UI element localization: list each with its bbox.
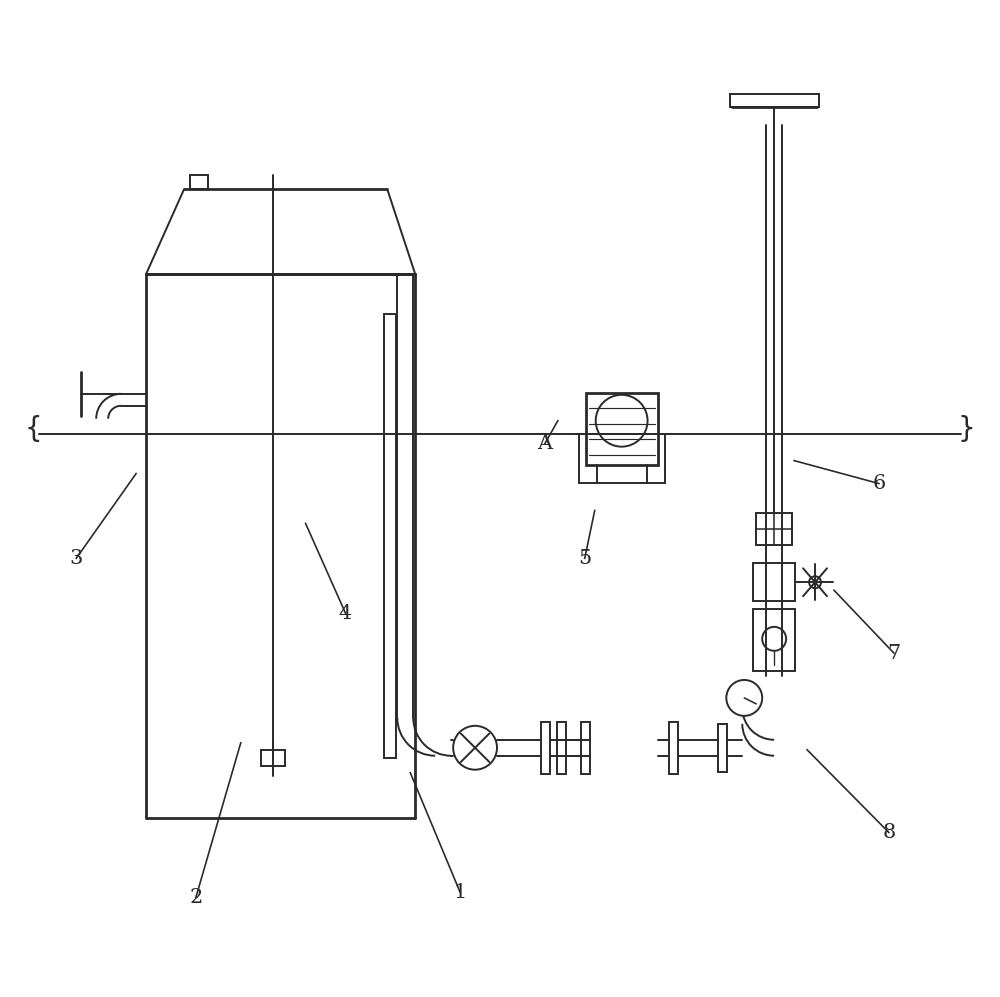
- Bar: [384, 314, 396, 758]
- Text: 7: 7: [887, 643, 900, 663]
- Text: 3: 3: [70, 548, 83, 568]
- Bar: [190, 175, 208, 189]
- Bar: [557, 722, 566, 774]
- Circle shape: [453, 726, 497, 770]
- Bar: [756, 513, 792, 545]
- Text: 6: 6: [872, 474, 885, 494]
- Circle shape: [809, 576, 821, 588]
- Bar: [581, 722, 590, 774]
- Bar: [753, 609, 795, 671]
- Bar: [586, 393, 658, 465]
- Bar: [669, 722, 678, 774]
- Text: 2: 2: [189, 887, 203, 907]
- Text: 5: 5: [578, 548, 591, 568]
- Bar: [541, 722, 550, 774]
- Circle shape: [762, 627, 786, 651]
- Bar: [730, 94, 819, 107]
- Text: 8: 8: [882, 823, 895, 842]
- Bar: [718, 724, 727, 772]
- Text: }: }: [958, 415, 975, 443]
- Text: A: A: [537, 434, 552, 454]
- Text: 4: 4: [339, 603, 352, 623]
- Circle shape: [726, 680, 762, 716]
- Text: 1: 1: [453, 882, 467, 902]
- Bar: [261, 750, 285, 766]
- Circle shape: [596, 395, 648, 447]
- Text: {: {: [25, 415, 42, 443]
- Bar: [753, 563, 795, 601]
